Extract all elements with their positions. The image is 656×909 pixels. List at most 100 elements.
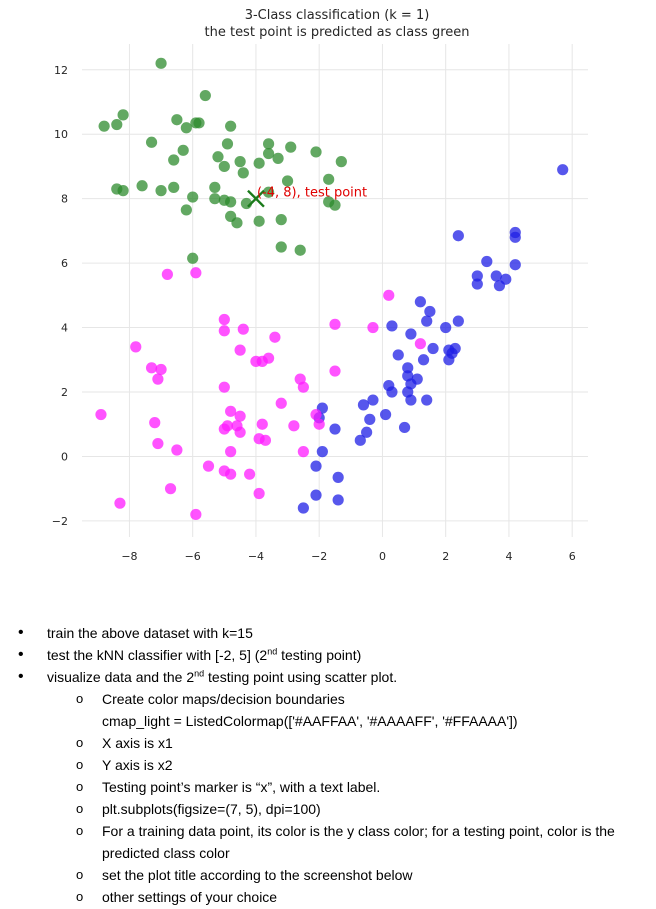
data-point bbox=[310, 408, 322, 421]
data-point bbox=[392, 349, 404, 361]
x-tick-label: −2 bbox=[311, 550, 327, 563]
data-point bbox=[218, 313, 230, 326]
data-point bbox=[329, 318, 341, 330]
y-tick-label: 0 bbox=[61, 450, 68, 463]
chart-title: 3-Class classification (k = 1) bbox=[245, 8, 430, 23]
y-tick-label: −2 bbox=[52, 515, 68, 528]
data-point bbox=[329, 423, 341, 435]
data-point bbox=[417, 354, 430, 366]
x-tick-label: 2 bbox=[442, 550, 449, 563]
data-point bbox=[253, 157, 265, 169]
sub-item: o plt.subplots(figsize=(7, 5), dpi=100) bbox=[0, 798, 656, 820]
data-point bbox=[281, 175, 294, 187]
sub-bullet-glyph: o bbox=[76, 823, 84, 838]
x-tick-label: −6 bbox=[185, 550, 201, 563]
sub-list: o Create color maps/decision boundaries cm… bbox=[0, 688, 656, 908]
data-point bbox=[244, 468, 256, 480]
data-point bbox=[98, 120, 110, 132]
data-point bbox=[234, 426, 246, 438]
data-point bbox=[152, 373, 164, 385]
data-point bbox=[231, 217, 243, 229]
y-tick-label: 12 bbox=[54, 64, 68, 77]
sub-bullet-glyph: o bbox=[76, 867, 84, 882]
data-point bbox=[114, 497, 126, 509]
data-point bbox=[297, 502, 309, 514]
test-point-marker-stroke bbox=[247, 189, 265, 208]
sub-bullet-glyph: o bbox=[76, 779, 84, 794]
data-point bbox=[225, 120, 237, 132]
data-point bbox=[218, 325, 230, 337]
data-point bbox=[117, 185, 129, 197]
data-point bbox=[509, 231, 521, 243]
data-point bbox=[161, 268, 173, 280]
bullet-text: train the above dataset with k=15 bbox=[47, 625, 253, 641]
data-point bbox=[237, 323, 249, 335]
chart-svg: −8 −6 −4 −2 0 2 4 6 −2 0 2 4 6 8 10 12 (-4, 8), test po… bbox=[52, 8, 588, 563]
data-point bbox=[310, 460, 322, 472]
sub-bullet-glyph: o bbox=[76, 801, 84, 816]
data-point bbox=[310, 146, 322, 158]
y-tick-label: 2 bbox=[61, 386, 68, 399]
data-point bbox=[269, 331, 281, 343]
data-point bbox=[297, 381, 309, 393]
scatter-chart: −8 −6 −4 −2 0 2 4 6 −2 0 2 4 6 8 10 12 (-4, 8), test po… bbox=[52, 8, 588, 563]
data-point bbox=[168, 154, 180, 166]
data-point bbox=[335, 156, 347, 168]
data-point bbox=[452, 230, 464, 242]
sub-item-text: plt.subplots(figsize=(7, 5), dpi=100) bbox=[102, 801, 321, 817]
data-point bbox=[177, 144, 189, 156]
sub-bullet-glyph: o bbox=[76, 757, 84, 772]
data-point bbox=[285, 141, 297, 153]
data-point bbox=[190, 267, 202, 279]
data-point bbox=[414, 296, 426, 308]
data-point bbox=[145, 136, 158, 148]
data-point bbox=[199, 89, 211, 102]
data-point bbox=[130, 341, 142, 353]
data-point bbox=[405, 394, 417, 406]
data-point bbox=[253, 215, 265, 227]
sub-item: o Testing point’s marker is “x”, with a t… bbox=[0, 776, 656, 798]
data-point bbox=[490, 270, 502, 282]
data-point bbox=[253, 487, 265, 500]
data-point bbox=[262, 186, 275, 198]
data-point bbox=[357, 399, 370, 411]
bullet-text: test the kNN classifier with [-2, 5] (2 bbox=[47, 647, 268, 663]
sub-item: o X axis is x1 bbox=[0, 732, 656, 754]
data-point bbox=[275, 214, 287, 226]
data-point bbox=[171, 444, 183, 456]
bullet-glyph: • bbox=[18, 646, 24, 663]
data-point bbox=[168, 181, 180, 193]
data-point bbox=[145, 362, 158, 374]
plot-area bbox=[82, 44, 588, 537]
data-point bbox=[493, 280, 506, 292]
data-point bbox=[155, 57, 167, 69]
data-point bbox=[364, 413, 376, 425]
data-point bbox=[155, 185, 167, 197]
data-point bbox=[95, 408, 107, 421]
x-tick-label: 4 bbox=[505, 550, 512, 563]
data-point bbox=[187, 252, 199, 264]
grid bbox=[82, 44, 588, 537]
data-point bbox=[237, 167, 249, 179]
y-tick-label: 4 bbox=[61, 322, 68, 335]
data-point bbox=[111, 118, 123, 131]
sub-item: cmap_light = ListedColormap(['#AAFFAA', … bbox=[0, 710, 656, 732]
sub-bullet-glyph: o bbox=[76, 691, 84, 706]
x-tick-label: 6 bbox=[569, 550, 576, 563]
data-point bbox=[405, 328, 417, 340]
data-point bbox=[481, 255, 493, 268]
sub-item-text: cmap_light = ListedColormap(['#AAFFAA', … bbox=[102, 713, 518, 729]
sub-item: o set the plot title according to the scr… bbox=[0, 864, 656, 886]
data-point bbox=[316, 446, 328, 458]
data-point bbox=[225, 405, 237, 417]
data-point bbox=[117, 109, 129, 121]
data-point bbox=[193, 117, 205, 129]
data-point bbox=[225, 446, 237, 458]
sub-item: o other settings of your choice bbox=[0, 886, 656, 908]
data-point bbox=[149, 417, 161, 429]
data-point bbox=[275, 241, 287, 253]
data-point bbox=[323, 173, 335, 185]
bullet-glyph: • bbox=[18, 668, 24, 685]
sub-item: o Create color maps/decision boundaries bbox=[0, 688, 656, 710]
data-point bbox=[313, 418, 325, 430]
